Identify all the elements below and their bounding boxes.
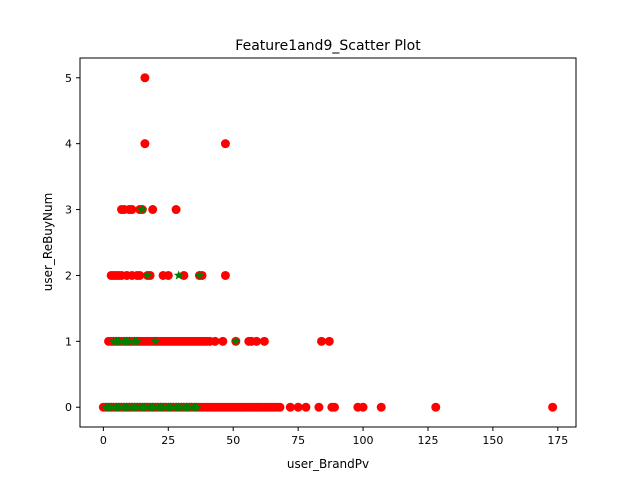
circle-point bbox=[252, 336, 262, 346]
circle-point bbox=[220, 270, 230, 280]
y-tick-label: 0 bbox=[65, 401, 72, 414]
circle-point bbox=[218, 336, 228, 346]
x-tick-label: 150 bbox=[482, 434, 503, 447]
circle-point bbox=[324, 336, 334, 346]
y-tick-label: 3 bbox=[65, 204, 72, 217]
circle-point bbox=[314, 402, 324, 412]
circle-point bbox=[301, 402, 311, 412]
x-tick-label: 75 bbox=[291, 434, 305, 447]
plot-area bbox=[79, 57, 577, 428]
circle-point bbox=[171, 205, 181, 215]
x-tick-label: 100 bbox=[353, 434, 374, 447]
chart-title: Feature1and9_Scatter Plot bbox=[235, 38, 421, 54]
circle-point bbox=[329, 402, 339, 412]
circle-point bbox=[431, 402, 441, 412]
star-point bbox=[150, 336, 161, 346]
circle-point bbox=[358, 402, 368, 412]
points-layer bbox=[98, 73, 558, 412]
x-tick-label: 25 bbox=[161, 434, 175, 447]
circle-point bbox=[275, 402, 285, 412]
star-point bbox=[194, 270, 205, 280]
circle-point bbox=[179, 270, 189, 280]
x-tick-label: 0 bbox=[100, 434, 107, 447]
star-point bbox=[124, 336, 135, 346]
y-tick-label: 2 bbox=[65, 269, 72, 282]
circle-point bbox=[376, 402, 386, 412]
circle-point bbox=[293, 402, 303, 412]
circle-point bbox=[140, 73, 150, 83]
x-axis-ticks: 0 25 50 75 100 125 150 175 bbox=[100, 427, 568, 447]
star-point bbox=[132, 336, 142, 346]
y-tick-label: 1 bbox=[65, 335, 72, 348]
y-tick-label: 4 bbox=[65, 138, 72, 151]
circle-point bbox=[259, 336, 269, 346]
x-axis-label: user_BrandPv bbox=[287, 457, 369, 471]
y-axis-label: user_ReBuyNum bbox=[41, 193, 55, 292]
star-point bbox=[192, 402, 202, 412]
circle-point bbox=[148, 205, 158, 215]
circle-point bbox=[127, 205, 137, 215]
star-point bbox=[142, 270, 153, 280]
y-tick-label: 5 bbox=[65, 72, 72, 85]
circle-point bbox=[163, 270, 173, 280]
circle-point bbox=[548, 402, 558, 412]
circle-point bbox=[285, 402, 295, 412]
x-tick-label: 50 bbox=[226, 434, 240, 447]
star-point bbox=[173, 270, 184, 280]
x-tick-label: 125 bbox=[417, 434, 438, 447]
star-point bbox=[137, 204, 148, 214]
circle-point bbox=[220, 139, 230, 149]
x-tick-label: 175 bbox=[547, 434, 568, 447]
circle-point bbox=[210, 336, 220, 346]
star-point bbox=[114, 336, 124, 346]
y-axis-ticks: 0 1 2 3 4 5 bbox=[65, 72, 80, 414]
circle-point bbox=[317, 336, 327, 346]
star-point bbox=[231, 336, 241, 346]
circle-point bbox=[135, 270, 145, 280]
circle-point bbox=[140, 139, 150, 149]
